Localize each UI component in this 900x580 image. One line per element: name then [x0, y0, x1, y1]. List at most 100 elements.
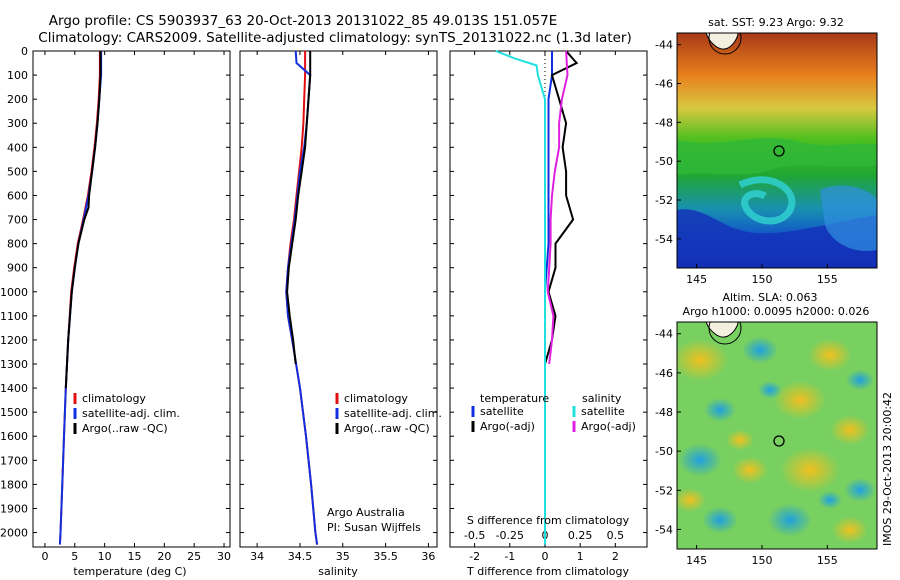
series-line-salinity-satellite: [495, 50, 546, 545]
series-line-satellite-adj-clim-: [285, 50, 319, 545]
x-tick-label: 34: [250, 550, 264, 563]
x-tick-label: 0: [541, 550, 548, 563]
sla-anomaly-patch: [830, 415, 870, 445]
sla-map-frame: [676, 321, 878, 550]
axes-group: 0100200300400500600700800900100011001200…: [0, 45, 647, 563]
diff-panel-frame: [449, 50, 648, 548]
depth-tick-label: 2000: [0, 527, 28, 540]
temp-xlabel: temperature (deg C): [73, 565, 186, 578]
x-tick-label: 25: [187, 550, 201, 563]
sal-legend: climatology satellite-adj. clim. Argo(..…: [327, 392, 442, 534]
lat-tick-label: -54: [655, 523, 673, 536]
argo-range-circle-sla: [708, 322, 742, 345]
lon-tick-label: 155: [817, 554, 838, 567]
lon-tick-label: 150: [751, 554, 772, 567]
header-line2: Climatology: CARS2009. Satellite-adjuste…: [38, 30, 631, 46]
sla-anomaly-patch: [832, 516, 868, 544]
x-tick-label: 10: [98, 550, 112, 563]
lat-tick-label: -46: [655, 77, 673, 90]
imos-timestamp: IMOS 29-Oct-2013 20:00:42: [881, 392, 894, 546]
series-line-argo-raw-qc-: [64, 51, 102, 389]
credit-line2: PI: Susan Wijffels: [327, 521, 421, 534]
sla-blobs: [677, 336, 876, 544]
sst-cold-swirl: [738, 176, 796, 225]
x-tick-label: 15: [127, 550, 141, 563]
sla-anomaly-patch: [846, 369, 874, 391]
temp-legend: climatology satellite-adj. clim. Argo(..…: [73, 392, 180, 435]
s-diff-tick-label: 0.25: [568, 529, 593, 542]
sla-anomaly-patch: [678, 443, 722, 477]
legend-label-t-satellite: satellite: [480, 405, 524, 418]
legend-label-satellite: satellite-adj. clim.: [82, 407, 180, 420]
depth-tick-label: 400: [7, 141, 28, 154]
x-tick-label: 35: [336, 550, 350, 563]
s-diff-tick-label: -0.5: [464, 529, 485, 542]
x-tick-label: 5: [71, 550, 78, 563]
sla-anomaly-patch: [677, 339, 728, 381]
lat-tick-label: -52: [655, 484, 673, 497]
sst-map-title: sat. SST: 9.23 Argo: 9.32: [708, 16, 844, 29]
x-tick-label: -2: [469, 550, 480, 563]
depth-tick-label: 1200: [0, 334, 28, 347]
legend-title-temperature: temperature: [480, 392, 549, 405]
x-tick-label: 34.5: [288, 550, 313, 563]
x-tick-label: 0: [41, 550, 48, 563]
sal-panel-frame: [239, 50, 438, 548]
depth-tick-label: 100: [7, 69, 28, 82]
x-tick-label: 35.5: [373, 550, 398, 563]
series-line-climatology: [58, 51, 101, 545]
sla-anomaly-patch: [702, 506, 738, 534]
sla-anomaly-patch: [742, 336, 778, 364]
tasmania-land-sla: [705, 322, 739, 338]
depth-tick-label: 700: [7, 214, 28, 227]
sst-map-frame: [676, 32, 878, 269]
depth-tick-label: 1600: [0, 430, 28, 443]
lat-tick-label: -44: [655, 39, 673, 52]
lon-tick-label: 145: [686, 273, 707, 286]
header-line1: Argo profile: CS 5903937_63 20-Oct-2013 …: [49, 13, 557, 29]
legend-label-climatology: climatology: [344, 392, 408, 405]
legend-title-salinity: salinity: [582, 392, 622, 405]
depth-tick-label: 1900: [0, 502, 28, 515]
x-tick-label: 36: [421, 550, 435, 563]
lat-tick-label: -48: [655, 406, 673, 419]
depth-tick-label: 1800: [0, 478, 28, 491]
argo-range-circle: [708, 33, 742, 55]
temp-panel-frame: [32, 50, 231, 548]
lines-group: [58, 50, 579, 545]
legend-label-s-satellite: satellite: [581, 405, 625, 418]
depth-tick-label: 1300: [0, 358, 28, 371]
sal-xlabel: salinity: [318, 565, 358, 578]
x-tick-label: 20: [157, 550, 171, 563]
sla-anomaly-patch: [732, 456, 768, 484]
depth-tick-label: 500: [7, 165, 28, 178]
series-line-satellite-adj-clim-: [58, 51, 103, 545]
legend-label-argo: Argo(..raw -QC): [344, 422, 430, 435]
tasmania-land: [705, 33, 739, 50]
lon-tick-label: 145: [686, 554, 707, 567]
series-line-salinity-argo-adj-: [546, 50, 569, 365]
sla-anomaly-patch: [844, 478, 876, 502]
legend-label-climatology: climatology: [82, 392, 146, 405]
s-diff-tick-label: 0.5: [607, 529, 625, 542]
sla-anomaly-patch: [726, 429, 754, 451]
lat-tick-label: -52: [655, 194, 673, 207]
sst-cold-water: [677, 209, 877, 268]
sla-anomaly-patch: [704, 398, 736, 422]
depth-tick-label: 200: [7, 93, 28, 106]
lon-tick-label: 150: [751, 273, 772, 286]
sst-map: [677, 33, 877, 268]
x-tick-label: 30: [217, 550, 231, 563]
sla-anomaly-patch: [758, 381, 782, 399]
depth-tick-label: 1000: [0, 286, 28, 299]
lat-tick-label: -50: [655, 445, 673, 458]
sla-map-axes: -44 -46 -48 -50 -52 -54 145 150 155: [655, 328, 838, 567]
lat-tick-label: -48: [655, 116, 673, 129]
series-line-climatology: [285, 51, 319, 545]
legend-label-satellite: satellite-adj. clim.: [344, 407, 442, 420]
argo-position-marker-sla: [773, 435, 785, 447]
diff-xlabel: T difference from climatology: [466, 565, 629, 578]
s-diff-tick-label: -0.25: [496, 529, 524, 542]
lon-tick-label: 155: [817, 273, 838, 286]
depth-tick-label: 0: [21, 45, 28, 58]
